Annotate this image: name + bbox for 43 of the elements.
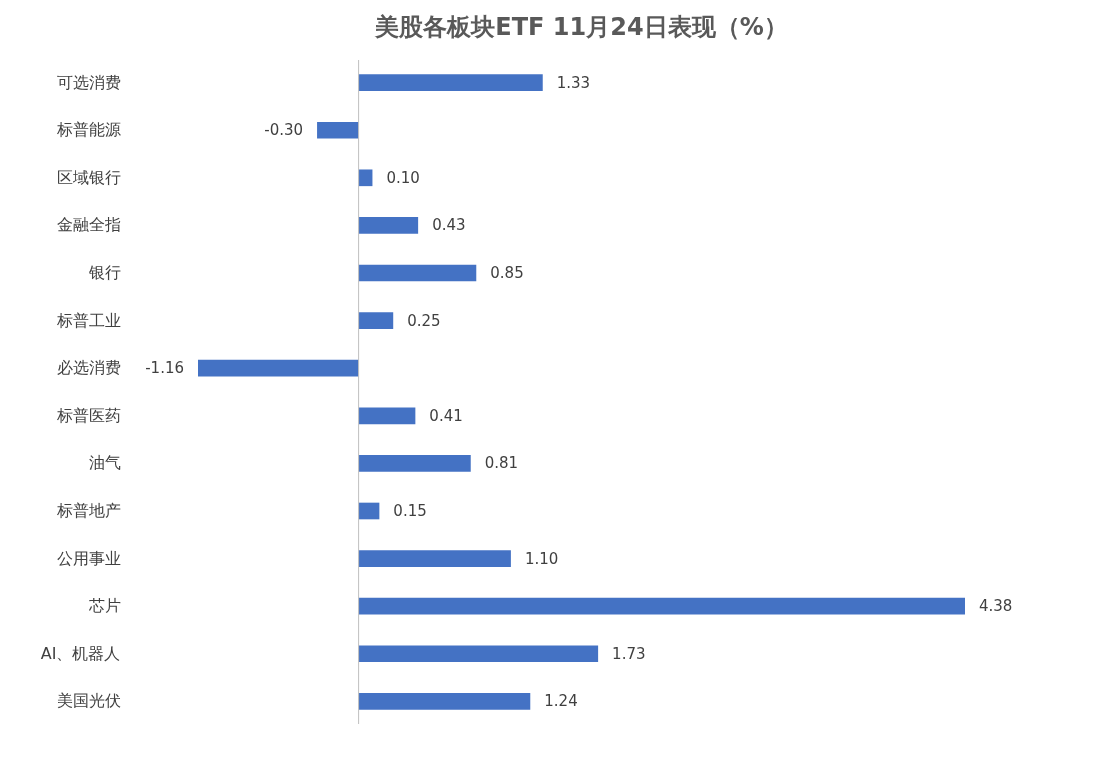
bar (198, 359, 359, 377)
y-tick-label: 油气 (88, 453, 121, 473)
bar (358, 169, 373, 187)
data-label: -1.16 (145, 359, 184, 378)
data-label: 0.10 (386, 168, 420, 187)
y-tick-label: 银行 (87, 263, 121, 282)
y-tick-label: AI、机器人 (40, 643, 121, 663)
y-tick-label: 区域银行 (56, 167, 121, 187)
data-label: 0.43 (432, 216, 466, 235)
bar (358, 217, 419, 234)
bar (358, 550, 511, 567)
data-label: 4.38 (979, 597, 1013, 616)
data-label: 1.73 (612, 644, 646, 663)
y-tick-label: 公用事业 (56, 548, 121, 568)
bar (358, 597, 965, 615)
data-label: 0.85 (490, 264, 524, 282)
bar (358, 645, 599, 663)
y-tick-label: 美国光伏 (56, 691, 121, 711)
y-tick-label: 金融全指 (56, 215, 121, 235)
bar (358, 693, 531, 710)
data-label: 1.24 (544, 692, 578, 711)
bar (358, 74, 543, 91)
data-label: 1.33 (556, 73, 591, 92)
data-label: 0.41 (429, 406, 463, 425)
y-tick-label: 芯片 (87, 596, 121, 616)
y-tick-label: 标普能源 (55, 120, 121, 140)
data-label: 0.81 (484, 454, 519, 473)
y-tick-label: 可选消费 (56, 72, 121, 92)
data-label: 1.10 (524, 549, 559, 568)
data-label: 0.25 (407, 311, 441, 330)
data-label: 0.15 (393, 502, 427, 520)
bar (317, 121, 359, 139)
y-tick-label: 必选消费 (56, 358, 121, 378)
bar (358, 502, 380, 520)
bar (358, 312, 394, 329)
bar (358, 407, 416, 425)
chart-title: 美股各板块ETF 11月24日表现（%） (374, 12, 788, 41)
bar (358, 455, 471, 472)
y-tick-label: 标普工业 (55, 310, 121, 330)
y-tick-label: 标普医药 (55, 405, 121, 425)
y-tick-label: 标普地产 (55, 501, 121, 520)
bar (358, 264, 477, 282)
data-label: -0.30 (264, 121, 304, 140)
